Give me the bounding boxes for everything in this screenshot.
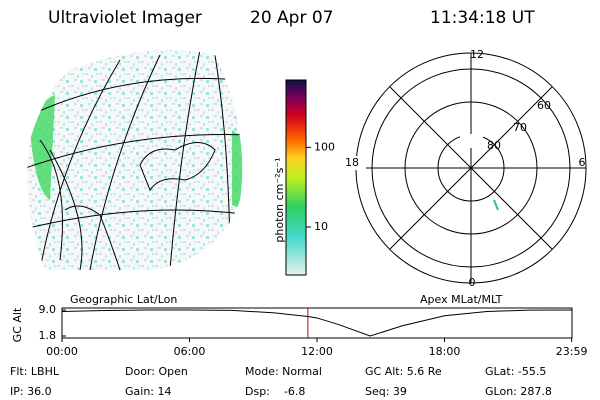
x-tick-label: 23:59 (556, 345, 588, 358)
info-field: Flt: LBHL (10, 365, 60, 378)
polar-grid (355, 52, 587, 284)
colorbar (285, 79, 307, 276)
label-bg (460, 134, 483, 148)
info-field: Seq: 39 (365, 385, 407, 398)
lat-label: 80 (487, 139, 501, 152)
info-field: GLon: 287.8 (485, 385, 552, 398)
colorbar-tick-label: 10 (314, 220, 328, 233)
lat-label: 70 (513, 121, 527, 134)
globe-image (27, 50, 243, 270)
time: 11:34:18 UT (430, 8, 535, 28)
lat-label: 60 (537, 99, 551, 112)
hour-label: 6 (579, 156, 586, 169)
colorbar-label: photon cm⁻²s⁻¹ (273, 157, 286, 242)
panel-label: Apex MLat/MLT (420, 293, 503, 306)
colorbar-tick-label: 100 (314, 140, 335, 153)
hour-label: 18 (345, 156, 359, 169)
x-tick-label: 18:00 (429, 345, 461, 358)
label-bg (340, 156, 366, 170)
instrument: Ultraviolet Imager (48, 8, 202, 28)
info-field: Door: Open (125, 365, 188, 378)
date: 20 Apr 07 (250, 8, 333, 28)
timeline-frame (61, 307, 573, 339)
info-field: GLat: -55.5 (485, 365, 546, 378)
x-tick-label: 00:00 (46, 345, 78, 358)
info-field: Dsp: -6.8 (245, 385, 305, 398)
x-tick-label: 12:00 (301, 345, 333, 358)
panel-label: Geographic Lat/Lon (70, 293, 177, 306)
y-tick-label: 9.0 (39, 303, 57, 316)
x-tick-label: 06:00 (174, 345, 206, 358)
timeline-ylabel: GC Alt (11, 307, 24, 342)
info-field: Gain: 14 (125, 385, 172, 398)
hour-label: 0 (469, 276, 476, 289)
hour-label: 12 (470, 48, 484, 61)
altitude-line (61, 309, 572, 337)
info-field: Mode: Normal (245, 365, 322, 378)
y-tick-label: 1.8 (39, 329, 57, 342)
info-field: IP: 36.0 (10, 385, 52, 398)
info-field: GC Alt: 5.6 Re (365, 365, 442, 378)
